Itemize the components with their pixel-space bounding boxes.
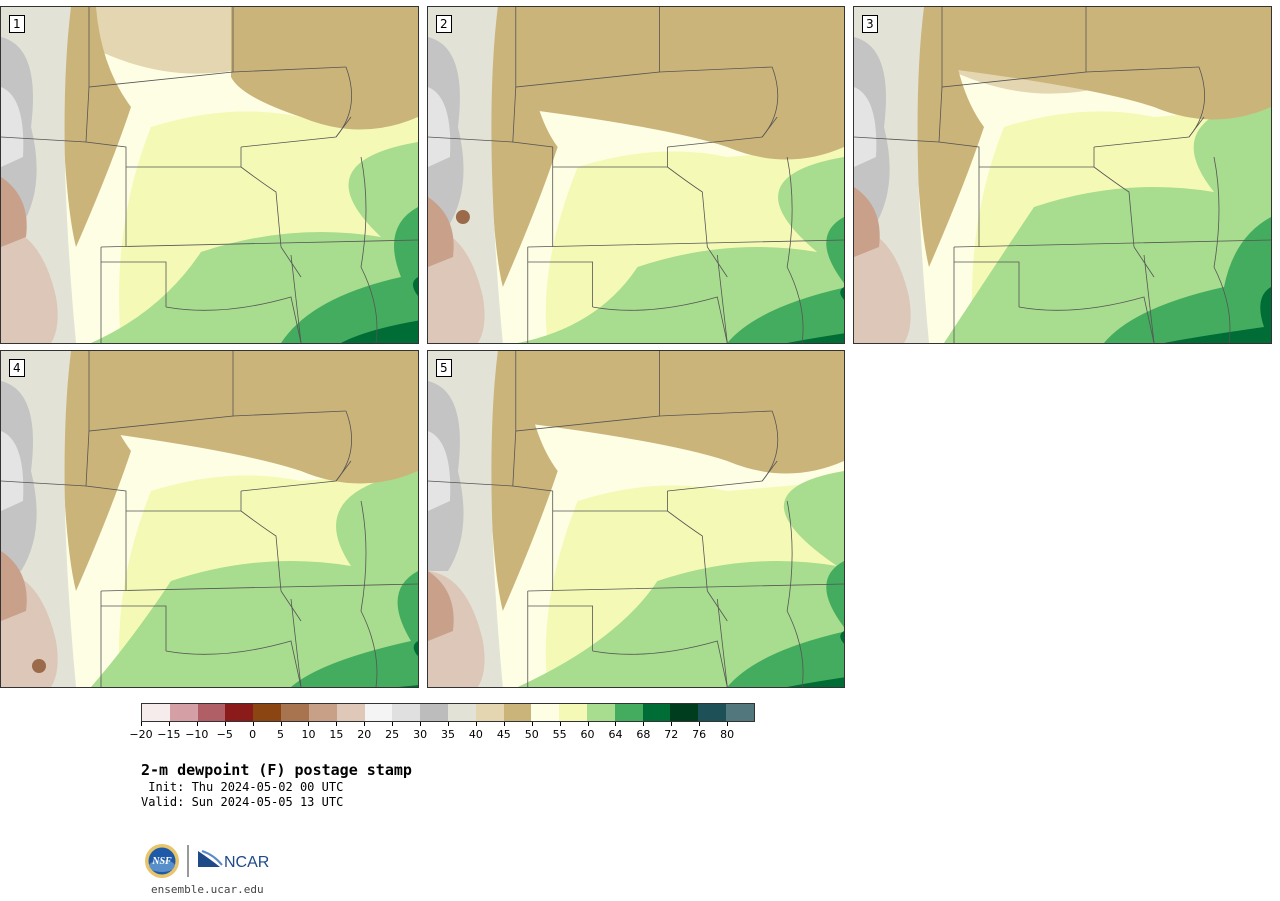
colorbar-tick-label: 45 (496, 728, 511, 741)
colorbar-tick (587, 722, 589, 726)
colorbar-swatch (447, 704, 476, 721)
postage-stamp-map-1: 1 (0, 6, 419, 344)
colorbar-ticks: −20 −15 −10 −5 0 5 10 15 20 25 30 35 40 45 50 55 60 64 68 7… (129, 722, 755, 742)
nsf-logo-icon: NSF (145, 844, 179, 878)
colorbar-tick (420, 722, 422, 726)
colorbar-tick (308, 722, 310, 726)
colorbar-tick (280, 722, 282, 726)
colorbar-swatch (253, 704, 282, 721)
dewpoint-map (428, 351, 844, 687)
colorbar-tick (531, 722, 533, 726)
colorbar-swatch (197, 704, 226, 721)
plot-title: 2-m dewpoint (F) postage stamp (141, 761, 412, 779)
colorbar-tick (475, 722, 477, 726)
colorbar-tick-label: 20 (357, 728, 372, 741)
colorbar (141, 703, 755, 722)
colorbar-tick (252, 722, 254, 726)
colorbar-swatch (169, 704, 198, 721)
colorbar-tick-label: 68 (636, 728, 651, 741)
colorbar-tick-label: 10 (301, 728, 316, 741)
logos: NSF NCAR (145, 844, 269, 878)
colorbar-tick (364, 722, 366, 726)
colorbar-tick (448, 722, 449, 726)
site-url: ensemble.ucar.edu (151, 883, 264, 896)
colorbar-tick-label: −15 (157, 728, 181, 741)
valid-time: Valid: Sun 2024-05-05 13 UTC (141, 795, 344, 809)
colorbar-tick (392, 722, 394, 726)
colorbar-swatch (559, 704, 587, 721)
postage-stamp-map-4: 4 (0, 350, 419, 688)
colorbar-tick-label: 50 (524, 728, 539, 741)
colorbar-tick-label: −5 (216, 728, 233, 741)
colorbar-tick (168, 722, 170, 726)
dewpoint-map (428, 7, 844, 343)
colorbar-swatch (503, 704, 532, 721)
colorbar-swatch (225, 704, 254, 721)
colorbar-swatch (587, 704, 615, 721)
colorbar-swatch (531, 704, 560, 721)
postage-stamp-map-2: 2 (427, 6, 845, 344)
colorbar-tick-label: 40 (468, 728, 483, 741)
colorbar-swatch (670, 704, 699, 721)
colorbar-tick-label: 60 (580, 728, 595, 741)
colorbar-tick-label: 5 (277, 728, 285, 741)
colorbar-tick (503, 722, 505, 726)
colorbar-swatch (392, 704, 421, 721)
postage-stamp-map-3: 3 (853, 6, 1272, 344)
colorbar-tick-label: −20 (129, 728, 153, 741)
colorbar-tick (615, 722, 617, 726)
colorbar-tick-label: 76 (692, 728, 707, 741)
colorbar-swatch (475, 704, 504, 721)
colorbar-swatch (420, 704, 448, 721)
colorbar-tick (224, 722, 226, 726)
colorbar-swatch (281, 704, 309, 721)
colorbar-tick-label: 55 (552, 728, 567, 741)
member-label: 3 (862, 15, 878, 33)
colorbar-tick (671, 722, 673, 726)
colorbar-tick (336, 722, 338, 726)
colorbar-swatch (726, 704, 754, 721)
ncar-logo-icon: NCAR (198, 850, 269, 871)
colorbar-tick-label: 25 (385, 728, 400, 741)
dewpoint-map (1, 351, 418, 687)
init-time: Init: Thu 2024-05-02 00 UTC (141, 780, 344, 794)
colorbar-swatch (642, 704, 671, 721)
colorbar-swatch (308, 704, 337, 721)
colorbar-tick-label: 80 (720, 728, 735, 741)
dewpoint-map (1, 7, 418, 343)
colorbar-tick-label: 0 (249, 728, 257, 741)
colorbar-tick-label: 72 (664, 728, 679, 741)
colorbar-swatch (142, 704, 170, 721)
colorbar-tick-label: 35 (441, 728, 455, 741)
ncar-logo-text: NCAR (224, 854, 269, 871)
member-label: 5 (436, 359, 452, 377)
colorbar-tick (196, 722, 198, 726)
colorbar-tick (141, 722, 142, 726)
colorbar-swatch (364, 704, 393, 721)
colorbar-tick (699, 722, 701, 726)
member-label: 4 (9, 359, 25, 377)
colorbar-tick (643, 722, 645, 726)
colorbar-swatch (614, 704, 643, 721)
member-label: 2 (436, 15, 452, 33)
nsf-logo-text: NSF (151, 856, 172, 867)
colorbar-tick (727, 722, 729, 726)
dewpoint-map (854, 7, 1271, 343)
colorbar-tick (559, 722, 561, 726)
colorbar-tick-label: 30 (413, 728, 428, 741)
colorbar-tick-label: 64 (608, 728, 623, 741)
member-label: 1 (9, 15, 25, 33)
colorbar-swatch (336, 704, 365, 721)
colorbar-swatch (698, 704, 727, 721)
colorbar-tick-label: −10 (185, 728, 209, 741)
postage-stamp-map-5: 5 (427, 350, 845, 688)
colorbar-tick-label: 15 (329, 728, 344, 741)
